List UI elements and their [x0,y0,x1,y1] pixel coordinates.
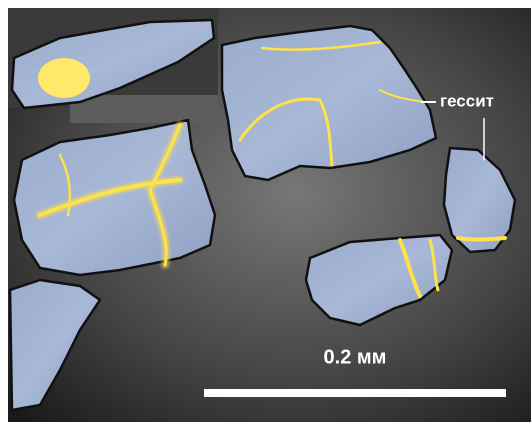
vein [398,238,422,298]
mineral-label: гессит [440,91,494,110]
grain [8,278,102,412]
vein [38,178,182,217]
vein [238,97,334,167]
inset-edge [70,95,218,123]
grain [442,146,517,254]
vein [260,40,382,51]
scale-bar [204,389,506,397]
hessite-inclusion [38,58,90,98]
vein [456,236,507,242]
grain [220,24,438,182]
grain [304,233,454,327]
vein [58,153,72,217]
vein [428,238,440,292]
vein [148,123,182,267]
scale-bar-label: 0.2 мм [324,346,387,368]
hessite-veins [36,40,507,298]
